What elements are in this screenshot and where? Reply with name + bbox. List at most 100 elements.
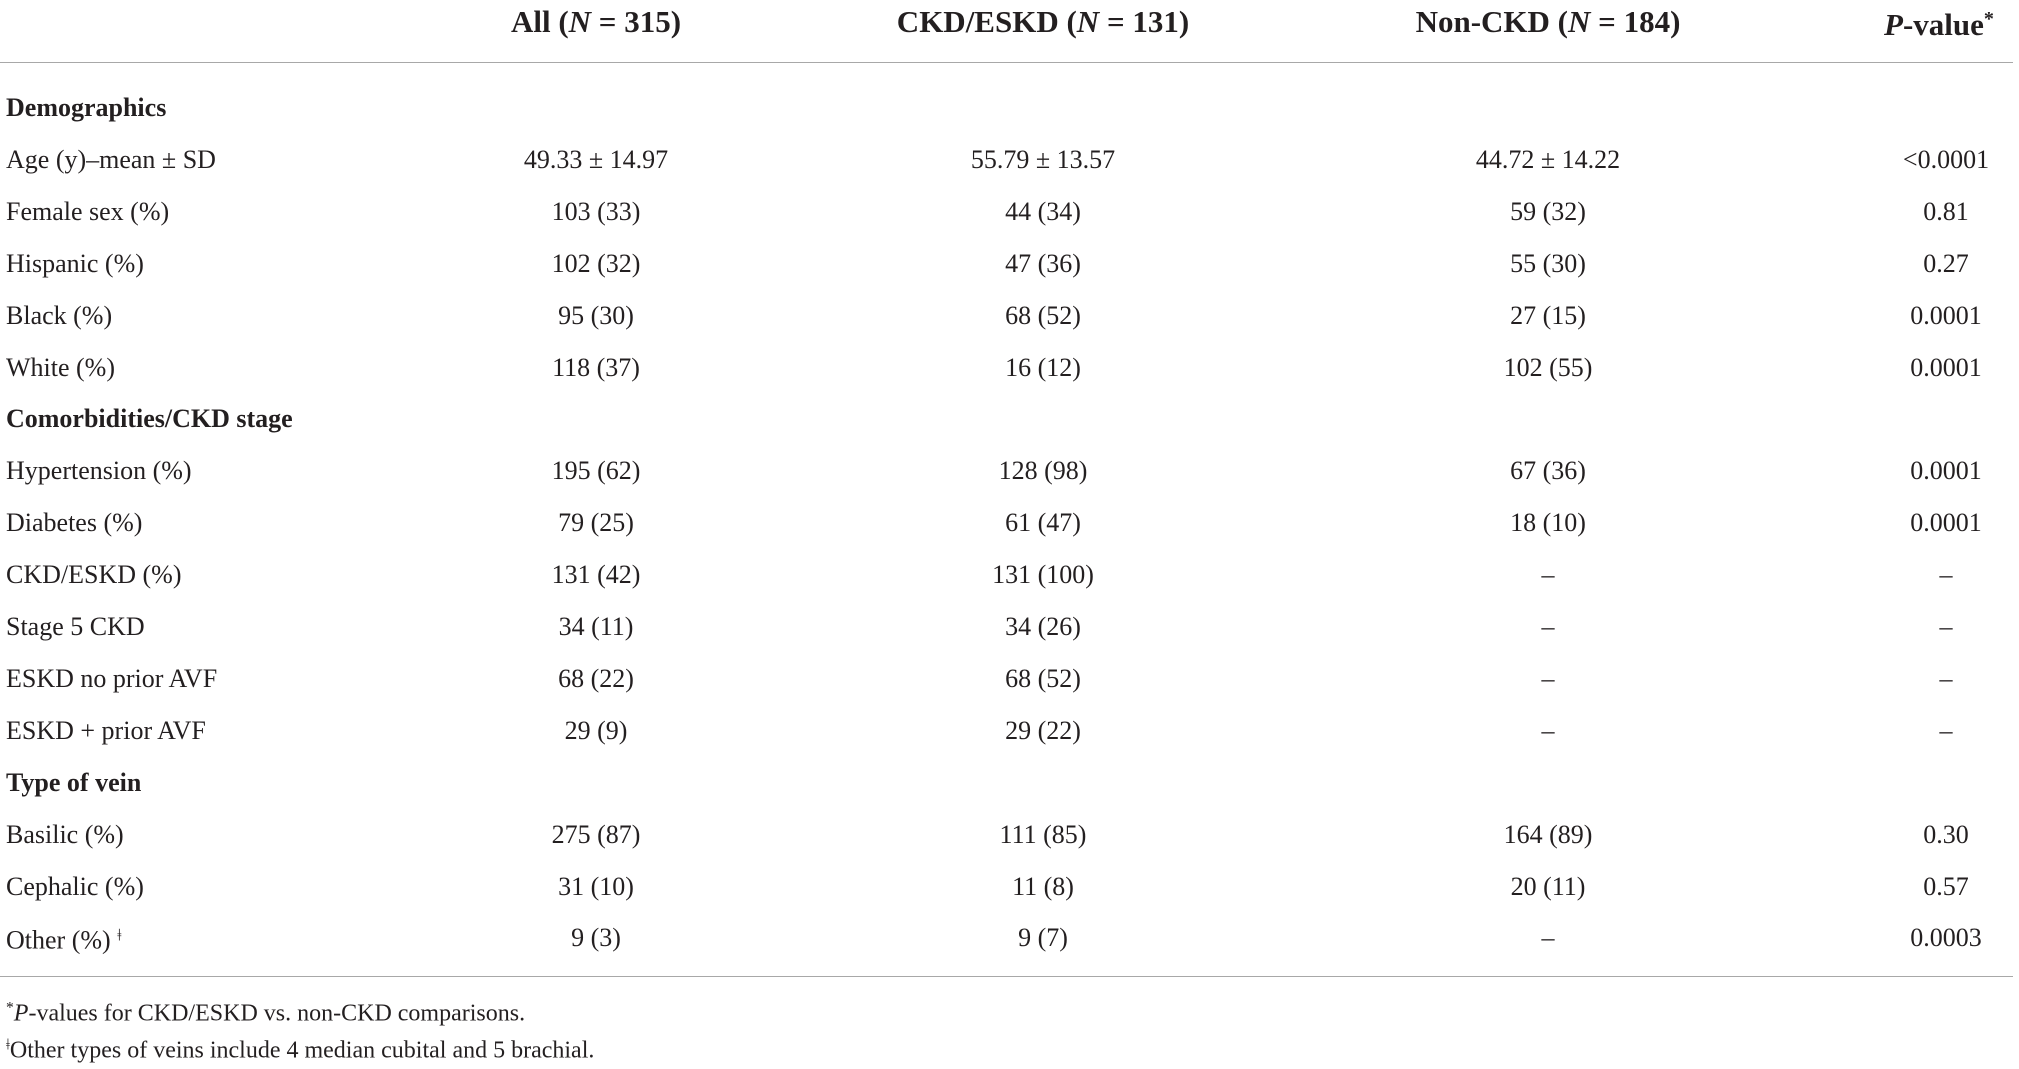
row-label: Female sex (%) [6,196,169,228]
cell-value: 131 (100) [992,560,1094,590]
row-label: CKD/ESKD (%) [6,559,182,591]
cell-value: 18 (10) [1510,508,1586,538]
text-run: = 315) [591,4,682,39]
row-label: Cephalic (%) [6,871,144,903]
row-label: Stage 5 CKD [6,611,145,643]
text-run: N [1568,4,1591,39]
cell-value: 47 (36) [1005,248,1081,278]
section-title: Type of vein [6,767,142,797]
label-note: ǂ [117,925,122,945]
cell-value: 20 (11) [1510,871,1586,901]
cell-value: 61 (47) [1005,508,1081,538]
section-title: Demographics [6,93,167,122]
cell-value: 68 (22) [558,663,634,693]
text-run: * [1983,7,1994,30]
cell-value: 275 (87) [551,819,641,849]
cell-value: – [1541,612,1555,641]
cell-value: 131 (42) [551,560,641,590]
cell-value: – [1541,923,1555,953]
cell-value: 195 (62) [551,456,641,486]
row-label: Age (y)–mean ± SD [6,144,216,176]
cell-value: 49.33 ± 14.97 [523,144,669,174]
cell-value: 0.0001 [1910,456,1982,486]
cell-value: – [1939,663,1953,693]
cell-value: 59 (32) [1510,196,1586,226]
text-run: N [568,4,592,39]
bottom-rule [0,976,2013,977]
row-label: Hypertension (%) [6,455,192,487]
cell-value: 55.79 ± 13.57 [970,144,1116,174]
footnote: ǂOther types of veins include 4 median c… [6,1030,594,1067]
cell-value: 29 (9) [564,715,628,745]
column-header: Non-CKD (N = 184) [1416,6,1681,38]
text-run: N [1076,4,1100,39]
row-label: White (%) [6,352,115,384]
row-label: Basilic (%) [6,819,124,851]
cell-value: 55 (30) [1510,248,1586,278]
header-rule [0,62,2013,63]
cell-value: 0.0001 [1910,508,1982,538]
cell-value: 95 (30) [558,300,634,330]
text-run: = 184) [1590,4,1681,39]
row-label: ESKD no prior AVF [6,663,217,695]
cell-value: 31 (10) [558,871,634,901]
footnote: *P-values for CKD/ESKD vs. non-CKD compa… [6,993,525,1030]
cell-value: – [1939,612,1953,641]
cell-value: – [1541,663,1555,693]
cell-value: 29 (22) [1005,715,1081,745]
row-label: Diabetes (%) [6,507,142,539]
cell-value: 0.0003 [1910,923,1982,953]
text-run: Non-CKD ( [1415,4,1569,39]
cell-value: 0.0001 [1910,300,1982,330]
cell-value: 9 (7) [1018,923,1068,953]
cell-value: – [1541,715,1555,745]
cell-value: – [1541,560,1555,590]
cell-value: 27 (15) [1510,300,1586,330]
label-text: Cephalic (%) [6,871,144,901]
text-run: All ( [510,4,569,39]
row-label: ESKD + prior AVF [6,715,206,747]
column-header: P-value* [1884,3,1994,41]
cell-value: 79 (25) [558,508,634,538]
label-text: Basilic (%) [6,819,124,849]
cell-value: 67 (36) [1510,456,1586,486]
label-text: Other (%) [6,926,111,956]
cell-value: 9 (3) [571,923,621,953]
label-text: Black (%) [6,300,113,330]
cell-value: 164 (89) [1503,819,1593,849]
column-header: All (N = 315) [511,6,681,38]
cell-value: 34 (26) [1005,612,1081,641]
cell-value: 44.72 ± 14.22 [1475,144,1621,174]
row-label: Other (%) ǂ [6,920,121,957]
cell-value: 0.0001 [1910,352,1982,382]
cell-value: 103 (33) [551,196,641,226]
cell-value: 0.30 [1923,819,1969,849]
label-text: Stage 5 CKD [6,612,145,641]
text-run: CKD/ESKD ( [896,4,1077,39]
cell-value: 118 (37) [552,352,640,382]
cell-value: 0.27 [1923,248,1969,278]
label-text: White (%) [6,352,116,382]
label-text: CKD/ESKD (%) [6,560,182,590]
cell-value: 11 (8) [1012,871,1074,901]
row-label: Black (%) [6,300,112,332]
cell-value: <0.0001 [1902,144,1990,174]
text-run: P [13,1000,29,1027]
label-text: Age (y)–mean ± SD [6,144,216,174]
label-text: ESKD no prior AVF [6,663,218,693]
text-run: P [1884,7,1903,43]
text-run: * [6,999,14,1017]
cell-value: 68 (52) [1005,300,1081,330]
label-text: Hypertension (%) [6,456,192,486]
cell-value: – [1939,715,1953,745]
label-text: Hispanic (%) [6,248,144,278]
label-text: Female sex (%) [6,196,170,226]
cell-value: 111 (85) [999,819,1087,849]
cell-value: 44 (34) [1005,196,1081,226]
cell-value: 16 (12) [1005,352,1081,382]
text-run: Other types of veins include 4 median cu… [9,1037,595,1064]
cell-value: 34 (11) [558,612,634,641]
row-label: Hispanic (%) [6,248,144,280]
text-run: ǂ [6,1036,10,1054]
cell-value: 0.57 [1923,871,1969,901]
